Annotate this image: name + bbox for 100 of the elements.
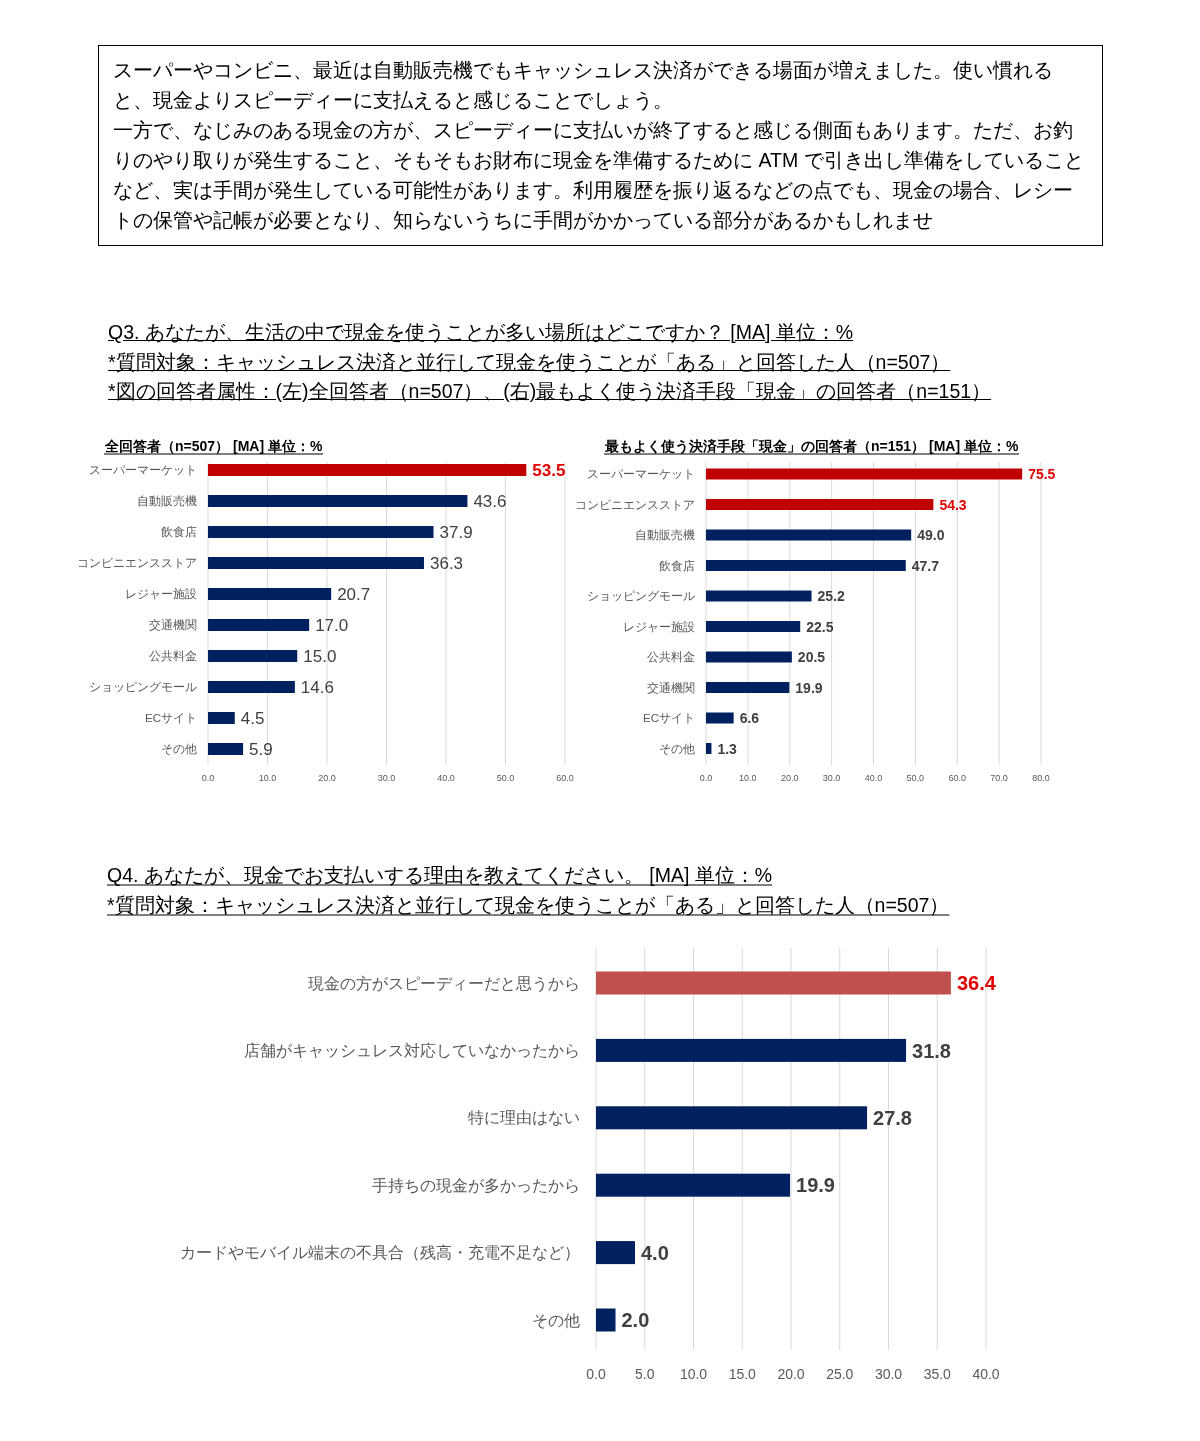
y-tick-label: ECサイト (643, 712, 695, 725)
x-tick-label: 30.0 (822, 773, 841, 783)
y-tick-label: その他 (161, 743, 197, 757)
x-tick-label: 30.0 (377, 773, 396, 783)
data-label: 43.6 (473, 492, 507, 512)
x-tick-label: 60.0 (948, 773, 967, 783)
y-tick-label: コンビニエンスストア (575, 498, 695, 511)
data-label: 27.8 (873, 1107, 912, 1129)
text: *質問対象：キャッシュレス決済と並行して現金を使うことが「ある」と回答した人（n=507） (108, 349, 952, 375)
bar (208, 650, 298, 662)
data-label: 31.8 (912, 1039, 951, 1062)
x-tick-label: 20.0 (777, 1366, 805, 1382)
y-tick-label: スーパーマーケット (587, 468, 695, 481)
x-tick-label: 40.0 (437, 773, 455, 783)
bar (706, 560, 906, 571)
y-tick-label: カードやモバイル端末の不具合（残高・充電不足など） (180, 1244, 580, 1262)
x-tick-label: 50.0 (906, 773, 925, 783)
y-tick-label: 店舗がキャッシュレス対応していなかったから (244, 1042, 580, 1059)
x-tick-label: 40.0 (864, 773, 883, 783)
bar (706, 621, 801, 632)
y-tick-label: 飲食店 (659, 558, 695, 572)
chart-title: 最もよく使う決済手段「現金」の回答者（n=151） [MA] 単位：% (604, 438, 1019, 455)
x-tick-label: 0.0 (201, 773, 215, 783)
data-label: 47.7 (911, 557, 940, 574)
bar (208, 588, 332, 600)
text: スーパーやコンビニ、最近は自動販売機でもキャッシュレス決済ができる場面が増えました。使い慣れると、現金よりスピーディーに支払えると感じることでしょう。 (113, 58, 1054, 113)
data-label: 37.9 (439, 523, 473, 543)
data-label: 25.2 (817, 588, 845, 605)
data-label: 2.0 (621, 1309, 650, 1332)
bar (208, 464, 527, 476)
y-tick-label: その他 (659, 742, 695, 756)
x-tick-label: 60.0 (556, 773, 574, 783)
data-label: 36.3 (429, 554, 464, 574)
x-tick-label: 10.0 (679, 1366, 708, 1382)
y-tick-label: 手持ちの現金が多かったから (372, 1176, 580, 1194)
data-label: 19.9 (795, 679, 823, 696)
chart-title: 全回答者（n=507） [MA] 単位：% (104, 438, 323, 454)
bar (596, 1173, 791, 1197)
bar (706, 499, 934, 510)
bar (596, 971, 951, 995)
y-tick-label: 交通機関 (149, 618, 197, 632)
data-label: 14.6 (300, 678, 334, 698)
bar (706, 712, 734, 724)
bar (706, 529, 912, 541)
x-tick-label: 80.0 (1032, 773, 1050, 783)
y-tick-label: 交通機関 (647, 680, 695, 694)
y-tick-label: 自動販売機 (137, 495, 197, 508)
data-label: 53.5 (532, 461, 566, 481)
data-label: 5.9 (249, 740, 273, 760)
data-label: 75.5 (1028, 466, 1056, 483)
y-tick-label: 公共料金 (647, 651, 695, 664)
y-tick-label: その他 (532, 1311, 580, 1329)
x-tick-label: 20.0 (318, 773, 336, 783)
x-tick-label: 25.0 (826, 1366, 854, 1382)
y-tick-label: 特に理由はない (468, 1109, 580, 1127)
bar (208, 743, 244, 755)
data-label: 6.6 (739, 710, 760, 727)
data-label: 22.5 (806, 618, 834, 635)
x-tick-label: 5.0 (635, 1366, 655, 1382)
data-label: 1.3 (717, 740, 738, 757)
bar (208, 557, 424, 569)
x-tick-label: 15.0 (728, 1366, 757, 1382)
bar (208, 712, 235, 724)
x-tick-label: 30.0 (874, 1366, 903, 1382)
y-tick-label: ショッピングモール (587, 590, 695, 603)
chart-subtitle: *質問対象：キャッシュレス決済と並行して現金を使うことが「ある」と回答した人（n=507） (107, 894, 950, 916)
data-label: 54.3 (939, 496, 967, 513)
x-tick-label: 20.0 (780, 773, 799, 783)
bar (208, 619, 310, 631)
data-label: 36.4 (956, 972, 997, 995)
data-label: 4.0 (641, 1241, 669, 1264)
x-tick-label: 0.0 (586, 1366, 606, 1382)
bar (596, 1308, 616, 1332)
data-label: 17.0 (315, 616, 349, 636)
data-label: 49.0 (917, 527, 945, 544)
bar (706, 651, 792, 663)
x-tick-label: 50.0 (496, 773, 515, 783)
y-tick-label: 公共料金 (149, 650, 197, 663)
bar (706, 743, 712, 754)
x-tick-label: 0.0 (699, 773, 713, 783)
data-label: 20.7 (337, 585, 371, 605)
y-tick-label: コンビニエンスストア (77, 557, 197, 570)
x-tick-label: 10.0 (739, 773, 757, 783)
data-label: 4.5 (240, 709, 265, 729)
bar (208, 681, 295, 693)
text: Q3. あなたが、生活の中で現金を使うことが多い場所はどこですか？ [MA] 単位：% (108, 320, 855, 345)
y-tick-label: レジャー施設 (125, 588, 197, 601)
x-tick-label: 40.0 (972, 1366, 1000, 1382)
y-tick-label: レジャー施設 (623, 620, 695, 633)
bar (596, 1241, 635, 1265)
data-label: 20.5 (797, 649, 826, 666)
bar (706, 590, 812, 602)
bar (596, 1038, 907, 1062)
y-tick-label: 現金の方がスピーディーだと思うから (308, 974, 580, 993)
x-tick-label: 35.0 (923, 1366, 952, 1382)
y-tick-label: スーパーマーケット (89, 464, 197, 477)
text: Q4. あなたが、現金でお支払いする理由を教えてください。 [MA] 単位：% (107, 864, 773, 886)
y-tick-label: 飲食店 (161, 525, 197, 539)
y-tick-label: ECサイト (145, 712, 197, 725)
data-label: 19.9 (796, 1174, 835, 1197)
